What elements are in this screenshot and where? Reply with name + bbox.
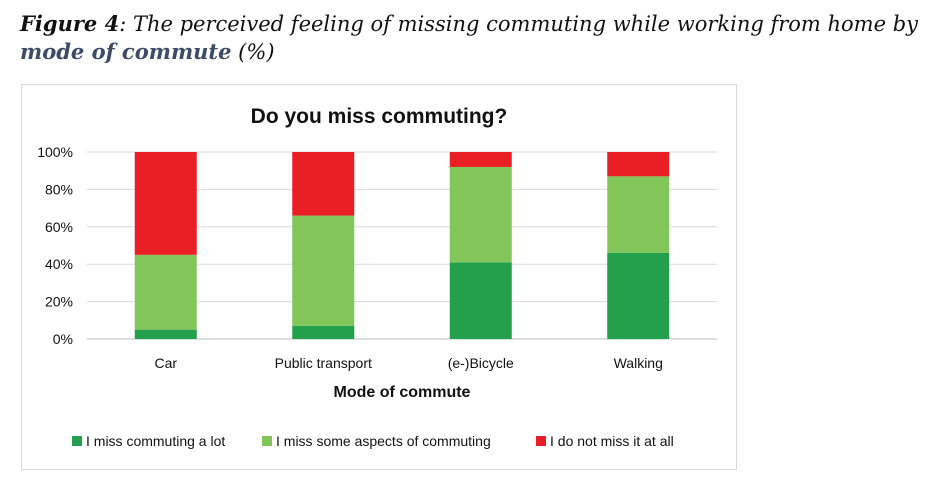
legend-swatch bbox=[536, 436, 546, 446]
bar-segment bbox=[607, 152, 670, 177]
legend: I miss commuting a lot I miss some aspect… bbox=[72, 433, 674, 449]
bar-segment bbox=[292, 325, 355, 339]
bars bbox=[134, 152, 670, 339]
x-axis-title: Mode of commute bbox=[334, 384, 471, 401]
bar-segment bbox=[134, 152, 197, 255]
legend-swatch bbox=[262, 436, 272, 446]
caption-emphasis: mode of commute bbox=[20, 39, 232, 64]
y-tick-label: 0% bbox=[53, 331, 73, 347]
x-tick-label: Public transport bbox=[275, 355, 372, 371]
bar-segment bbox=[449, 166, 512, 263]
bar-segment bbox=[134, 254, 197, 330]
caption-figure-number: Figure 4 bbox=[20, 11, 120, 36]
y-axis: 0% 20% 40% 60% 80% 100% bbox=[37, 144, 73, 347]
x-tick-label: Car bbox=[154, 355, 177, 371]
bar-segment bbox=[449, 262, 512, 339]
legend-label: I miss some aspects of commuting bbox=[276, 433, 491, 449]
bar-segment bbox=[607, 252, 670, 339]
y-tick-label: 80% bbox=[45, 181, 73, 197]
bar-segment bbox=[449, 152, 512, 167]
legend-label: I miss commuting a lot bbox=[86, 433, 225, 449]
caption-text: : The perceived feeling of missing commu… bbox=[119, 12, 918, 36]
y-tick-label: 40% bbox=[45, 256, 73, 272]
bar-segment bbox=[134, 329, 197, 339]
bar-segment bbox=[292, 152, 355, 216]
bar-segment bbox=[607, 176, 670, 253]
y-tick-label: 20% bbox=[45, 294, 73, 310]
y-tick-label: 60% bbox=[45, 219, 73, 235]
x-axis: Car Public transport (e-)Bicycle Walking bbox=[154, 355, 662, 371]
chart-title: Do you miss commuting? bbox=[251, 105, 508, 128]
stacked-bar-chart: Do you miss commuting? 0% 20% 40% 60% 80% 100… bbox=[37, 105, 717, 449]
legend-label: I do not miss it at all bbox=[550, 433, 674, 449]
bar-segment bbox=[292, 215, 355, 326]
y-tick-label: 100% bbox=[37, 144, 73, 160]
x-tick-label: (e-)Bicycle bbox=[448, 355, 514, 371]
x-tick-label: Walking bbox=[614, 355, 663, 371]
caption-suffix: (%) bbox=[231, 40, 275, 64]
figure-caption: Figure 4: The perceived feeling of missi… bbox=[20, 10, 920, 66]
chart-frame: Do you miss commuting? 0% 20% 40% 60% 80% 100… bbox=[21, 84, 737, 470]
legend-swatch bbox=[72, 436, 82, 446]
